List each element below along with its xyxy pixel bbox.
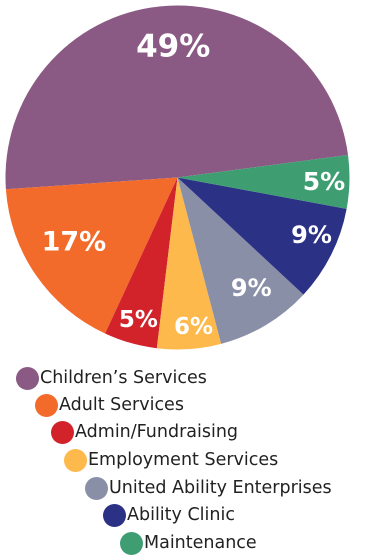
legend-item-admin-fundraising: Admin/Fundraising <box>51 419 238 445</box>
legend-swatch-ability-clinic <box>103 503 126 527</box>
pie-slice-maintenance <box>177 155 350 209</box>
legend-item-united-ability-enterprises: United Ability Enterprises <box>85 475 332 501</box>
legend-label-childrens-services: Children’s Services <box>40 368 207 388</box>
pie-label-united-ability-enterprises: 9% <box>231 274 272 302</box>
legend-swatch-maintenance <box>120 531 143 555</box>
pie-slice-employment-services <box>156 177 222 350</box>
pie-slice-admin-fundraising <box>105 177 178 349</box>
legend-swatch-employment-services <box>64 448 87 472</box>
pie-label-childrens-services: 49% <box>136 28 210 64</box>
legend-label-maintenance: Maintenance <box>144 533 257 553</box>
pie-label-maintenance: 5% <box>303 167 345 196</box>
legend-item-employment-services: Employment Services <box>64 447 278 473</box>
legend-item-maintenance: Maintenance <box>120 530 257 556</box>
pie-label-ability-clinic: 9% <box>291 221 332 249</box>
legend-label-ability-clinic: Ability Clinic <box>127 505 235 525</box>
pie-slice-ability-clinic <box>177 177 347 295</box>
pie-label-employment-services: 6% <box>174 314 213 340</box>
legend-swatch-admin-fundraising <box>51 420 74 444</box>
legend-swatch-united-ability-enterprises <box>85 476 108 500</box>
legend-item-adult-services: Adult Services <box>35 392 184 418</box>
legend-label-adult-services: Adult Services <box>59 395 184 415</box>
pie-slice-united-ability-enterprises <box>177 177 304 344</box>
legend-item-childrens-services: Children’s Services <box>16 365 207 391</box>
pie-slice-adult-services <box>5 177 178 334</box>
pie-label-adult-services: 17% <box>42 226 107 257</box>
pie-label-admin-fundraising: 5% <box>119 307 158 333</box>
pie-slice-childrens-services <box>5 5 349 190</box>
legend-label-admin-fundraising: Admin/Fundraising <box>75 422 239 442</box>
legend-label-employment-services: Employment Services <box>88 450 279 470</box>
legend-swatch-adult-services <box>35 393 58 417</box>
legend-item-ability-clinic: Ability Clinic <box>103 502 235 528</box>
legend-swatch-childrens-services <box>16 366 39 390</box>
pie-chart: 49% 17% 5% 6% 9% 9% 5% <box>5 5 350 350</box>
legend-label-united-ability-enterprises: United Ability Enterprises <box>109 478 332 498</box>
